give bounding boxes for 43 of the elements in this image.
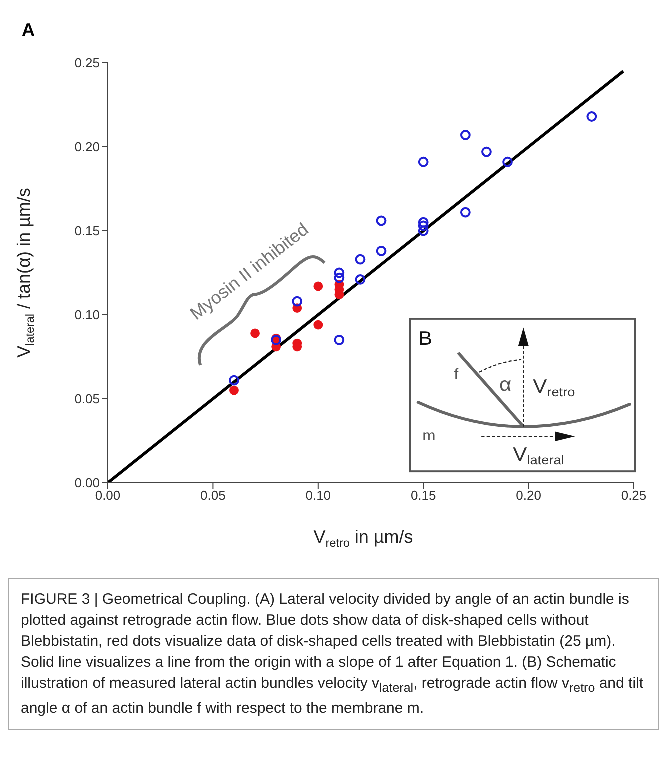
x-tick-label: 0.15 [410, 488, 436, 504]
annotation: α [499, 374, 512, 396]
point [229, 375, 240, 386]
point [334, 272, 345, 284]
text: A [22, 20, 35, 40]
point [355, 254, 366, 265]
x-tick-label: 0.20 [516, 488, 542, 504]
y-tick-label: 0.00 [74, 476, 100, 491]
y-tick-label: 0.10 [74, 308, 100, 323]
point [230, 386, 239, 396]
point [586, 112, 598, 122]
point [376, 216, 387, 226]
point [314, 320, 324, 330]
annotation: V$_{lateral}$ [513, 444, 564, 468]
point [482, 146, 492, 158]
point [418, 156, 429, 168]
y-tick-label: 0.20 [74, 140, 100, 155]
y-tick-label: 0.15 [74, 224, 100, 239]
text: FIGURE 3 | Geometrical Coupling. (A) Lateral velocity divided by angle of an actin bundle is plotted against retrograde actin flow. Blue dots show data of disk-shaped cells without Blebbistatin, red dots visualize data of disk-shaped cells treated with Blebbistatin (25 µm). Solid line visualizes a line from the origin with a slope of 1 after Equation 1. (B) Schematic illustration of measured lateral actin bundles velocity v$_{lateral}$, retrograde actin flow v$_{retro}$ and tilt angle α of an actin bundle f with respect to the membrane m. [21, 591, 644, 716]
annotation: V$_{retro}$ [532, 376, 576, 400]
point [376, 246, 387, 256]
annotation: B [418, 329, 432, 350]
point [418, 220, 429, 232]
y-tick-label: 0.05 [74, 392, 100, 407]
annotation: m [422, 428, 436, 445]
point [334, 268, 345, 278]
point [502, 156, 513, 168]
point [418, 226, 429, 236]
x-tick-label: 0.05 [200, 488, 226, 504]
point [460, 207, 471, 218]
x-axis-title: V$_{retro}$ in µm/s [314, 527, 414, 550]
x-tick-label: 0.10 [306, 488, 332, 504]
x-tick-label: 0.25 [621, 488, 647, 504]
point [250, 328, 260, 338]
point [334, 335, 345, 346]
point [355, 274, 366, 285]
point [418, 217, 429, 228]
x-tick-label: 0.00 [95, 488, 121, 504]
y-tick-label: 0.25 [74, 56, 100, 71]
point [460, 130, 471, 140]
annotation: f [454, 367, 460, 384]
point [292, 296, 303, 307]
point [314, 282, 324, 292]
